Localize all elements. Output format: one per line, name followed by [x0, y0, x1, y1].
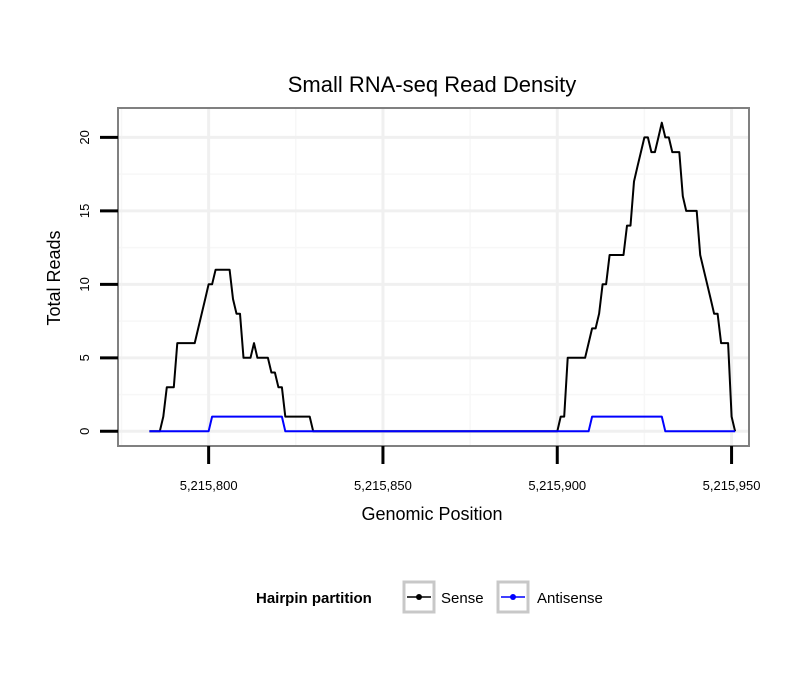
- panel-border: [117, 107, 750, 447]
- y-axis-title: Total Reads: [44, 230, 64, 325]
- legend-key-antisense: [496, 580, 530, 614]
- x-tick-label: 5,215,900: [528, 478, 586, 493]
- x-tick-label: 5,215,850: [354, 478, 412, 493]
- x-tick-label: 5,215,800: [180, 478, 238, 493]
- y-tick-label: 5: [77, 354, 92, 361]
- legend-key-sense: [402, 580, 436, 614]
- y-tick-label: 15: [77, 204, 92, 218]
- legend-marker-antisense: [510, 594, 516, 600]
- legend-title: Hairpin partition: [256, 590, 372, 607]
- chart-title: Small RNA-seq Read Density: [288, 72, 577, 97]
- y-tick-label: 10: [77, 277, 92, 291]
- y-tick-label: 0: [77, 428, 92, 435]
- legend-label-sense: Sense: [441, 590, 484, 607]
- x-tick-label: 5,215,950: [703, 478, 761, 493]
- legend-label-antisense: Antisense: [537, 590, 603, 607]
- legend: Hairpin partition Sense Antisense: [256, 580, 603, 614]
- y-tick-label: 20: [77, 130, 92, 144]
- x-axis-title: Genomic Position: [361, 504, 502, 524]
- plot-panel: 0 5 10 15 20 5,215,800 5,215,850 5,215,900 5,215…: [77, 107, 761, 493]
- legend-marker-sense: [416, 594, 422, 600]
- series-line-antisense: [149, 415, 736, 433]
